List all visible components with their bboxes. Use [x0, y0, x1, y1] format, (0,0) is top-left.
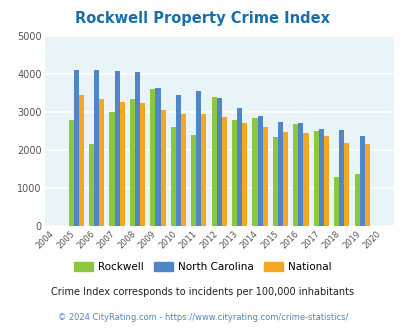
Bar [94, 70, 99, 226]
Bar [313, 131, 318, 226]
Bar [150, 89, 155, 226]
Bar [282, 132, 288, 226]
Bar [272, 137, 277, 226]
Bar [89, 145, 94, 226]
Bar [191, 135, 196, 226]
Legend: Rockwell, North Carolina, National: Rockwell, North Carolina, National [70, 258, 335, 276]
Bar [359, 136, 364, 226]
Bar [343, 143, 349, 226]
Bar [318, 129, 323, 226]
Bar [257, 116, 262, 226]
Bar [181, 114, 185, 226]
Bar [119, 102, 124, 226]
Bar [221, 117, 226, 226]
Bar [354, 174, 359, 226]
Bar [130, 99, 135, 226]
Bar [277, 122, 282, 226]
Bar [171, 127, 175, 226]
Bar [68, 120, 74, 226]
Text: Crime Index corresponds to incidents per 100,000 inhabitants: Crime Index corresponds to incidents per… [51, 287, 354, 297]
Bar [74, 70, 79, 226]
Bar [155, 87, 160, 226]
Bar [364, 145, 369, 226]
Bar [201, 115, 206, 226]
Bar [338, 130, 343, 226]
Bar [135, 72, 140, 226]
Bar [211, 97, 216, 226]
Bar [140, 104, 145, 226]
Bar [333, 178, 338, 226]
Text: © 2024 CityRating.com - https://www.cityrating.com/crime-statistics/: © 2024 CityRating.com - https://www.city… [58, 313, 347, 322]
Bar [303, 133, 308, 226]
Bar [216, 98, 221, 226]
Bar [292, 123, 298, 226]
Bar [231, 120, 237, 226]
Bar [79, 95, 84, 226]
Bar [252, 118, 257, 226]
Bar [99, 99, 104, 226]
Bar [175, 95, 181, 226]
Bar [160, 110, 165, 226]
Bar [262, 127, 267, 226]
Text: Rockwell Property Crime Index: Rockwell Property Crime Index [75, 11, 330, 26]
Bar [109, 112, 114, 226]
Bar [196, 91, 201, 226]
Bar [114, 71, 119, 226]
Bar [298, 123, 303, 226]
Bar [323, 137, 328, 226]
Bar [242, 123, 247, 226]
Bar [237, 108, 242, 226]
